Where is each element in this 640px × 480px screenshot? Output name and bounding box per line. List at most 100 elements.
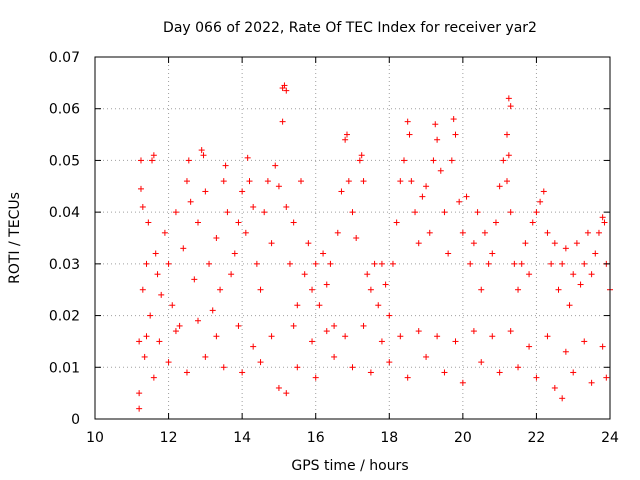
data-point — [309, 338, 316, 345]
data-point — [150, 152, 157, 159]
data-point — [371, 260, 378, 267]
data-point — [149, 157, 156, 164]
data-point — [382, 281, 389, 288]
chart-title: Day 066 of 2022, Rate Of TEC Index for r… — [163, 20, 537, 36]
data-point — [349, 364, 356, 371]
data-point — [489, 333, 496, 340]
data-point — [559, 260, 566, 267]
data-point — [426, 229, 433, 236]
data-point — [478, 359, 485, 366]
data-point — [187, 198, 194, 205]
data-point — [485, 260, 492, 267]
data-point — [331, 353, 338, 360]
data-point — [242, 229, 249, 236]
data-point — [327, 260, 334, 267]
data-point — [334, 229, 341, 236]
data-point — [250, 343, 257, 350]
data-point — [275, 183, 282, 190]
data-point — [220, 364, 227, 371]
data-point — [599, 343, 606, 350]
data-point — [228, 271, 235, 278]
data-point — [581, 260, 588, 267]
data-point — [294, 364, 301, 371]
data-point — [312, 374, 319, 381]
data-point — [504, 178, 510, 185]
data-point — [139, 286, 146, 293]
data-point — [152, 250, 159, 257]
data-point — [268, 240, 275, 247]
x-tick-label: 22 — [528, 430, 546, 446]
y-tick-label: 0.02 — [49, 309, 80, 325]
data-point — [404, 374, 411, 381]
data-point — [301, 271, 308, 278]
data-point — [172, 328, 179, 335]
data-point — [507, 328, 514, 335]
y-tick-label: 0 — [71, 412, 80, 428]
data-point — [406, 131, 413, 138]
data-point — [375, 302, 382, 309]
data-point — [533, 209, 540, 216]
data-point — [511, 260, 518, 267]
data-point — [183, 369, 190, 376]
data-point — [592, 250, 599, 257]
data-point — [467, 260, 474, 267]
data-point — [353, 235, 360, 241]
data-point — [283, 87, 290, 94]
data-point — [423, 183, 430, 190]
data-points — [136, 82, 613, 412]
data-point — [323, 281, 330, 288]
data-point — [136, 405, 143, 412]
data-point — [470, 240, 477, 247]
data-point — [496, 369, 503, 376]
data-point — [294, 302, 301, 309]
data-point — [290, 219, 297, 226]
data-point — [432, 121, 439, 128]
data-point — [415, 240, 422, 247]
data-point — [283, 390, 290, 397]
data-point — [136, 390, 143, 397]
data-point — [342, 333, 349, 340]
data-point — [364, 271, 371, 278]
data-point — [570, 271, 577, 278]
data-point — [378, 338, 385, 345]
data-point — [213, 333, 220, 340]
data-point — [459, 379, 466, 386]
data-point — [264, 178, 271, 185]
data-point — [158, 291, 165, 298]
data-point — [459, 229, 466, 236]
data-point — [548, 260, 555, 267]
x-tick-label: 24 — [601, 430, 619, 446]
data-point — [441, 209, 448, 216]
data-point — [386, 312, 393, 319]
data-point — [137, 157, 144, 164]
data-point — [522, 240, 529, 247]
y-tick-label: 0.03 — [49, 257, 80, 273]
data-point — [143, 333, 150, 340]
data-point — [275, 384, 282, 391]
data-point — [169, 302, 176, 309]
data-point — [408, 178, 415, 185]
data-point — [345, 178, 352, 185]
data-point — [441, 369, 448, 376]
data-point — [566, 302, 573, 309]
data-point — [244, 154, 251, 161]
data-point — [555, 286, 562, 293]
x-tick-label: 12 — [160, 430, 178, 446]
data-point — [470, 328, 477, 335]
data-point — [544, 333, 551, 340]
data-point — [577, 281, 584, 288]
data-point — [529, 219, 536, 226]
data-point — [537, 198, 544, 205]
data-point — [320, 250, 327, 257]
data-point — [286, 260, 293, 267]
x-tick-label: 10 — [86, 430, 104, 446]
data-point — [356, 157, 363, 164]
data-point — [360, 178, 367, 185]
data-point — [415, 328, 422, 335]
data-point — [338, 188, 345, 195]
data-point — [145, 219, 152, 226]
data-point — [323, 328, 330, 335]
data-point — [401, 157, 407, 164]
data-point — [601, 219, 608, 226]
